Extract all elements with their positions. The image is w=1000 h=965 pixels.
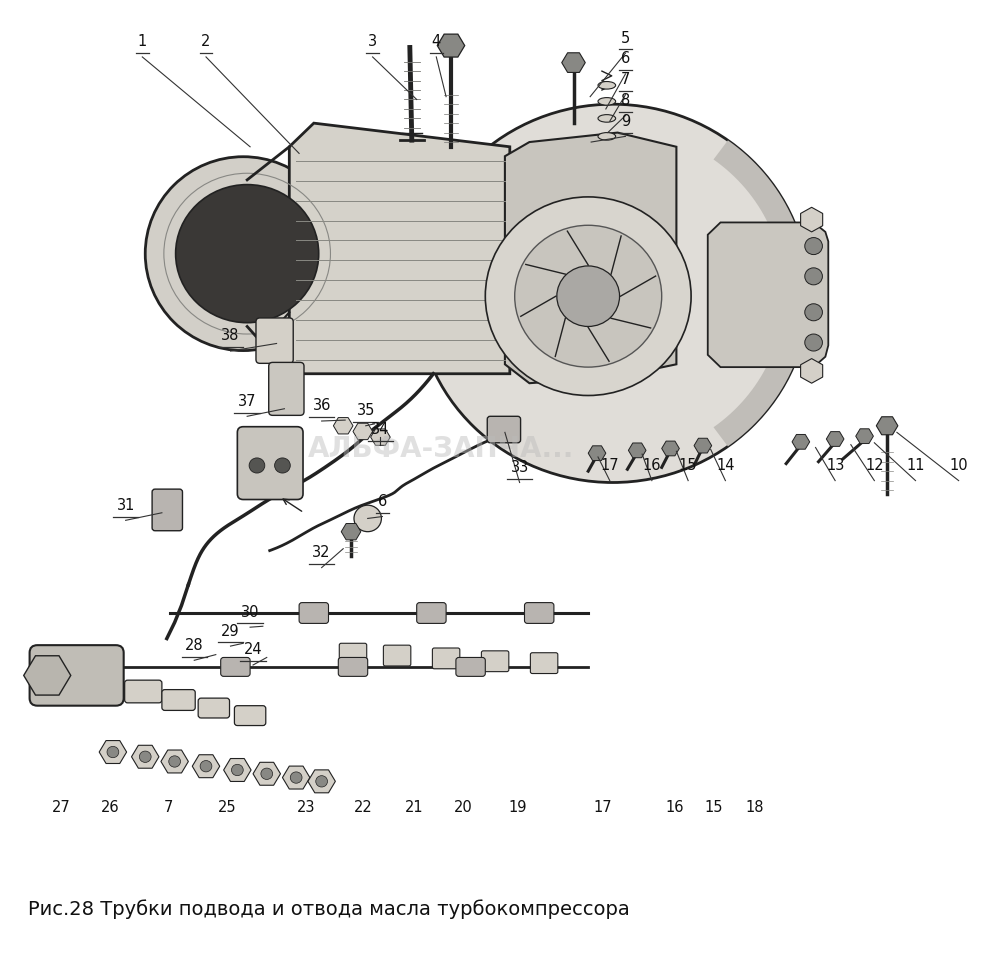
- Text: 22: 22: [353, 800, 372, 815]
- Text: 7: 7: [621, 72, 630, 87]
- Circle shape: [805, 268, 822, 285]
- Text: 29: 29: [221, 623, 240, 639]
- Text: 6: 6: [621, 51, 630, 67]
- Circle shape: [557, 266, 620, 326]
- FancyBboxPatch shape: [30, 646, 124, 705]
- Text: 7: 7: [164, 800, 173, 815]
- Circle shape: [316, 776, 328, 787]
- Text: 17: 17: [600, 458, 619, 473]
- FancyBboxPatch shape: [487, 416, 521, 443]
- Text: 6: 6: [378, 494, 387, 509]
- Text: 32: 32: [312, 545, 331, 560]
- FancyBboxPatch shape: [417, 602, 446, 623]
- Circle shape: [417, 104, 809, 482]
- FancyBboxPatch shape: [524, 602, 554, 623]
- Ellipse shape: [598, 97, 616, 105]
- Polygon shape: [708, 223, 828, 367]
- FancyBboxPatch shape: [338, 657, 368, 676]
- FancyBboxPatch shape: [299, 602, 328, 623]
- Circle shape: [275, 458, 290, 473]
- FancyBboxPatch shape: [383, 646, 411, 666]
- Text: 37: 37: [238, 394, 256, 409]
- Circle shape: [805, 334, 822, 351]
- Text: 33: 33: [510, 460, 529, 475]
- Text: 27: 27: [52, 800, 70, 815]
- Ellipse shape: [145, 156, 341, 350]
- Circle shape: [176, 184, 319, 322]
- Text: 30: 30: [241, 605, 259, 620]
- Text: 9: 9: [621, 114, 630, 128]
- Text: 25: 25: [218, 800, 237, 815]
- Text: 8: 8: [621, 93, 630, 108]
- Text: 20: 20: [453, 800, 472, 815]
- Circle shape: [249, 458, 265, 473]
- FancyBboxPatch shape: [339, 644, 367, 664]
- Text: 17: 17: [594, 800, 612, 815]
- FancyBboxPatch shape: [234, 705, 266, 726]
- Text: 3: 3: [368, 35, 377, 49]
- FancyBboxPatch shape: [152, 489, 182, 531]
- FancyBboxPatch shape: [432, 648, 460, 669]
- Circle shape: [805, 304, 822, 320]
- Text: 16: 16: [665, 800, 684, 815]
- Circle shape: [290, 772, 302, 784]
- Text: 28: 28: [185, 638, 204, 652]
- Text: 11: 11: [906, 458, 925, 473]
- FancyBboxPatch shape: [237, 427, 303, 500]
- Text: 24: 24: [244, 643, 262, 657]
- Circle shape: [354, 506, 381, 532]
- Text: 2: 2: [201, 35, 211, 49]
- Text: 34: 34: [371, 422, 390, 437]
- Text: 31: 31: [116, 498, 135, 512]
- Ellipse shape: [598, 115, 616, 123]
- Text: 1: 1: [138, 35, 147, 49]
- Polygon shape: [289, 124, 510, 373]
- Text: АЛЬФА-ЗАПЧА...: АЛЬФА-ЗАПЧА...: [308, 435, 574, 463]
- Text: 35: 35: [357, 403, 375, 418]
- Text: 36: 36: [312, 399, 331, 413]
- Text: 19: 19: [508, 800, 527, 815]
- Circle shape: [231, 764, 243, 776]
- Polygon shape: [714, 140, 809, 447]
- FancyBboxPatch shape: [256, 317, 293, 364]
- Circle shape: [200, 760, 212, 772]
- Circle shape: [139, 751, 151, 762]
- Circle shape: [107, 746, 119, 758]
- FancyBboxPatch shape: [481, 650, 509, 672]
- Circle shape: [485, 197, 691, 396]
- Text: Рис.28 Трубки подвода и отвода масла турбокомпрессора: Рис.28 Трубки подвода и отвода масла тур…: [28, 899, 629, 920]
- Text: 23: 23: [297, 800, 315, 815]
- Ellipse shape: [598, 81, 616, 89]
- Text: 5: 5: [621, 31, 630, 45]
- Text: 15: 15: [679, 458, 697, 473]
- Circle shape: [805, 237, 822, 255]
- FancyBboxPatch shape: [221, 657, 250, 676]
- Text: 15: 15: [704, 800, 723, 815]
- Circle shape: [169, 756, 181, 767]
- Text: 18: 18: [746, 800, 764, 815]
- Text: 16: 16: [643, 458, 661, 473]
- Text: 26: 26: [101, 800, 119, 815]
- Text: 21: 21: [404, 800, 423, 815]
- FancyBboxPatch shape: [198, 698, 230, 718]
- Polygon shape: [505, 132, 676, 383]
- Text: 13: 13: [826, 458, 844, 473]
- Text: 4: 4: [432, 35, 441, 49]
- Text: 14: 14: [716, 458, 735, 473]
- Text: 12: 12: [865, 458, 884, 473]
- Text: 38: 38: [221, 328, 240, 344]
- FancyBboxPatch shape: [456, 657, 485, 676]
- Ellipse shape: [598, 132, 616, 140]
- Circle shape: [261, 768, 273, 780]
- Circle shape: [515, 225, 662, 367]
- FancyBboxPatch shape: [162, 690, 195, 710]
- FancyBboxPatch shape: [530, 652, 558, 674]
- FancyBboxPatch shape: [125, 680, 162, 703]
- Text: 10: 10: [949, 458, 968, 473]
- FancyBboxPatch shape: [269, 363, 304, 415]
